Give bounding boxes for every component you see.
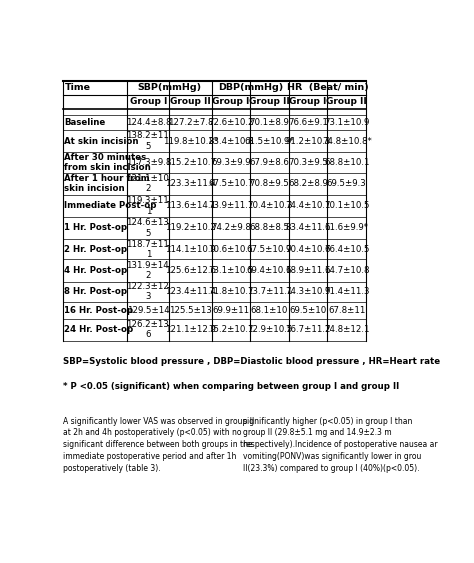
- Text: 125.6±12.6: 125.6±12.6: [165, 266, 216, 275]
- Text: 113.6±14.1: 113.6±14.1: [165, 202, 216, 211]
- Text: 73.7±11.1: 73.7±11.1: [247, 287, 292, 296]
- Text: 83.4±10.8: 83.4±10.8: [208, 137, 254, 146]
- Text: 64.7±10.8: 64.7±10.8: [324, 266, 369, 275]
- Text: 118.7±11.
1: 118.7±11. 1: [126, 239, 171, 259]
- Text: 68.2±8.9: 68.2±8.9: [288, 179, 328, 188]
- Text: 73.1±10.9: 73.1±10.9: [324, 118, 369, 127]
- Text: 69.5±10: 69.5±10: [290, 306, 327, 315]
- Text: 68.8±8.5: 68.8±8.5: [249, 224, 290, 233]
- Text: Group I: Group I: [290, 97, 327, 106]
- Text: 125.5±13: 125.5±13: [169, 306, 212, 315]
- Text: 74.4±10.1: 74.4±10.1: [285, 202, 331, 211]
- Text: 70.1±8.9: 70.1±8.9: [250, 118, 290, 127]
- Text: 70.3±9.5: 70.3±9.5: [288, 158, 328, 167]
- Text: After 30 minutes
from skin incision: After 30 minutes from skin incision: [64, 153, 151, 172]
- Text: Time: Time: [64, 83, 91, 92]
- Text: 68.1±10: 68.1±10: [251, 306, 288, 315]
- Text: 131.9±14.
2: 131.9±14. 2: [126, 261, 171, 280]
- Text: 69.3±9.9: 69.3±9.9: [211, 158, 251, 167]
- Text: 119.8±10.2*: 119.8±10.2*: [163, 137, 218, 146]
- Text: 115.2±10.7: 115.2±10.7: [165, 158, 216, 167]
- Text: SBP(mmHg): SBP(mmHg): [137, 83, 201, 92]
- Text: 70.6±10.1: 70.6±10.1: [208, 245, 254, 254]
- Text: 76.6±9.1: 76.6±9.1: [288, 118, 328, 127]
- Text: 61.5±10.9*: 61.5±10.9*: [245, 137, 294, 146]
- Text: Group I: Group I: [130, 97, 167, 106]
- Text: 71.8±10.1: 71.8±10.1: [208, 287, 254, 296]
- Text: Baseline: Baseline: [64, 118, 106, 127]
- Text: 122.3±12.
3: 122.3±12. 3: [126, 282, 171, 301]
- Text: 124.6±13.
5: 124.6±13. 5: [126, 218, 171, 238]
- Text: 123.3±11.4: 123.3±11.4: [165, 179, 216, 188]
- Text: 4 Hr. Post-op: 4 Hr. Post-op: [64, 266, 128, 275]
- Text: 74.3±10.9: 74.3±10.9: [285, 287, 331, 296]
- Text: 69.9±11: 69.9±11: [212, 306, 249, 315]
- Text: 117.3±9.8: 117.3±9.8: [126, 158, 171, 167]
- Text: 2 Hr. Post-op: 2 Hr. Post-op: [64, 245, 128, 254]
- Text: 70.8±9.5: 70.8±9.5: [250, 179, 290, 188]
- Text: 68.8±10.1: 68.8±10.1: [324, 158, 369, 167]
- Text: 73.1±10.5: 73.1±10.5: [208, 266, 254, 275]
- Text: 70.4±10.7: 70.4±10.7: [285, 245, 331, 254]
- Text: 123.4±11.4: 123.4±11.4: [165, 287, 216, 296]
- Text: 61.6±9.9*: 61.6±9.9*: [325, 224, 369, 233]
- Text: 74.8±12.1: 74.8±12.1: [324, 325, 369, 334]
- Text: 121.1±10.
2: 121.1±10. 2: [126, 174, 171, 193]
- Text: 67.5±10.7: 67.5±10.7: [208, 179, 254, 188]
- Text: 119.3±11.
1: 119.3±11. 1: [126, 196, 171, 216]
- Text: Group I: Group I: [212, 97, 250, 106]
- Text: 67.8±11: 67.8±11: [328, 306, 365, 315]
- Text: significantly higher (p<0.05) in group I than
group II (29.8±5.1 mg and 14.9±2.3: significantly higher (p<0.05) in group I…: [243, 417, 438, 473]
- Text: 75.2±10.1: 75.2±10.1: [208, 325, 254, 334]
- Text: At skin incision: At skin incision: [64, 137, 139, 146]
- Text: 16 Hr. Post-op: 16 Hr. Post-op: [64, 306, 134, 315]
- Text: 83.4±11.1: 83.4±11.1: [285, 224, 331, 233]
- Text: 138.2±11.
5: 138.2±11. 5: [126, 131, 171, 151]
- Text: 70.1±10.5: 70.1±10.5: [324, 202, 369, 211]
- Text: 69.5±9.3: 69.5±9.3: [327, 179, 366, 188]
- Text: 68.9±11.1: 68.9±11.1: [285, 266, 331, 275]
- Text: 114.1±10.9: 114.1±10.9: [165, 245, 216, 254]
- Text: SBP=Systolic blood pressure , DBP=Diastolic blood pressure , HR=Heart rate: SBP=Systolic blood pressure , DBP=Diasto…: [63, 357, 440, 366]
- Text: 119.2±10.2: 119.2±10.2: [165, 224, 216, 233]
- Text: 74.8±10.8*: 74.8±10.8*: [322, 137, 372, 146]
- Text: Immediate Post-op: Immediate Post-op: [64, 202, 157, 211]
- Text: Group II: Group II: [249, 97, 290, 106]
- Text: 1 Hr. Post-op: 1 Hr. Post-op: [64, 224, 128, 233]
- Text: 71.4±11.3: 71.4±11.3: [324, 287, 369, 296]
- Text: 72.6±10.2: 72.6±10.2: [208, 118, 254, 127]
- Text: * P <0.05 (significant) when comparing between group I and group II: * P <0.05 (significant) when comparing b…: [63, 382, 399, 391]
- Text: DBP(mmHg): DBP(mmHg): [218, 83, 283, 92]
- Text: Group II: Group II: [170, 97, 211, 106]
- Text: Group II: Group II: [326, 97, 367, 106]
- Text: 121.1±12.9: 121.1±12.9: [165, 325, 216, 334]
- Text: 126.2±13.
6: 126.2±13. 6: [126, 320, 171, 339]
- Text: HR  (Beat/ min): HR (Beat/ min): [287, 83, 368, 92]
- Text: 73.9±11.1: 73.9±11.1: [208, 202, 254, 211]
- Text: 8 Hr. Post-op: 8 Hr. Post-op: [64, 287, 128, 296]
- Text: 69.4±10.1: 69.4±10.1: [247, 266, 292, 275]
- Text: 91.2±10.3: 91.2±10.3: [285, 137, 331, 146]
- Text: 76.7±11.2: 76.7±11.2: [285, 325, 331, 334]
- Text: 127.2±7.8: 127.2±7.8: [168, 118, 213, 127]
- Text: 24 Hr. Post-op: 24 Hr. Post-op: [64, 325, 134, 334]
- Text: 74.2±9.8: 74.2±9.8: [211, 224, 251, 233]
- Text: 129.5±14: 129.5±14: [127, 306, 170, 315]
- Text: 66.4±10.5: 66.4±10.5: [324, 245, 369, 254]
- Text: A significantly lower VAS was observed in group II
at 2h and 4h postoperatively : A significantly lower VAS was observed i…: [63, 417, 254, 473]
- Text: 67.9±8.6: 67.9±8.6: [250, 158, 290, 167]
- Text: After 1 hour from
skin incision: After 1 hour from skin incision: [64, 174, 150, 193]
- Text: 124.4±8.8: 124.4±8.8: [126, 118, 171, 127]
- Text: 67.5±10.9: 67.5±10.9: [247, 245, 292, 254]
- Text: 70.4±10.3: 70.4±10.3: [247, 202, 292, 211]
- Text: 72.9±10.5: 72.9±10.5: [247, 325, 292, 334]
